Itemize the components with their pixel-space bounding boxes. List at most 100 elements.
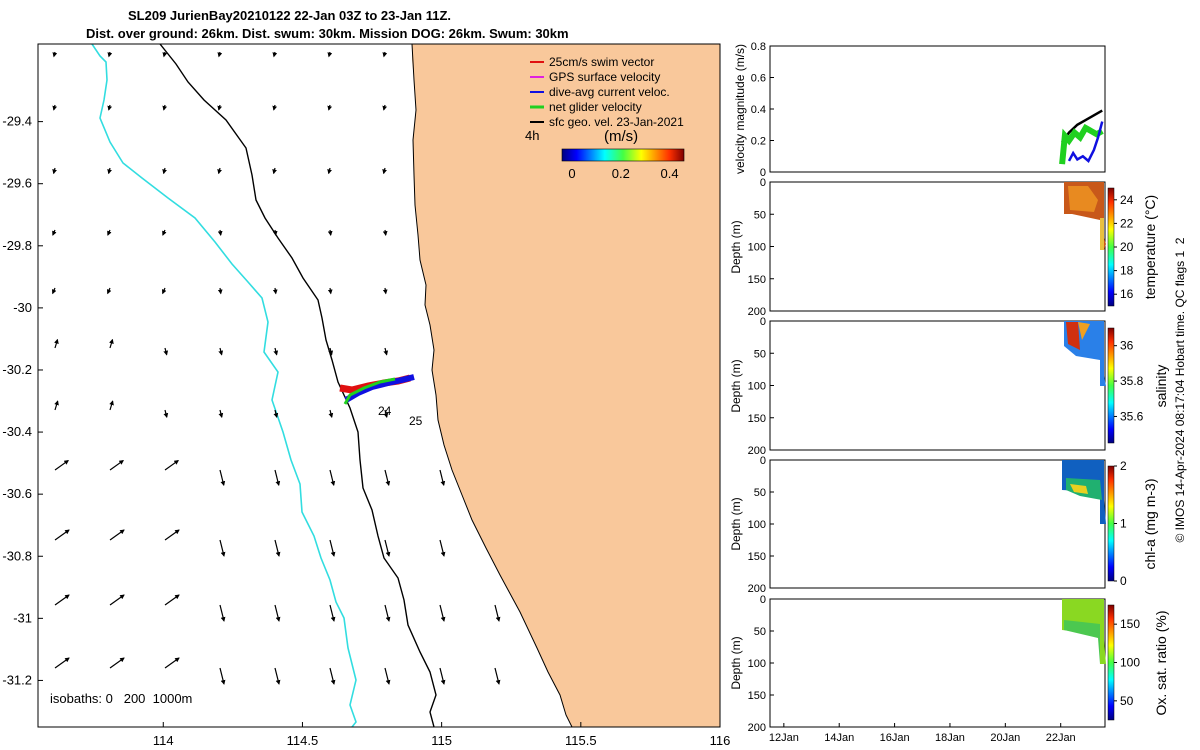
map-xtick-label: 116 [710, 733, 731, 748]
colorbar-side-tick-label: 22 [1120, 216, 1134, 230]
geostrophic-vector [162, 104, 168, 111]
chla-panel-frame [769, 459, 1106, 589]
geostrophic-vector [219, 604, 226, 622]
geostrophic-vector [217, 167, 222, 175]
depth-tick-label: 0 [760, 594, 766, 606]
legend-item-current: dive-avg current veloc. [530, 85, 670, 99]
geostrophic-vector [328, 347, 334, 356]
geostrophic-vector [439, 469, 446, 487]
chart-title-line-1: SL209 JurienBay20210122 22-Jan 03Z to 23… [128, 8, 452, 23]
depth-tick-label: 150 [748, 274, 766, 286]
svg-text:sfc geo. vel. 23-Jan-2021: sfc geo. vel. 23-Jan-2021 [549, 115, 684, 129]
geostrophic-vector [274, 539, 281, 557]
geostrophic-vector [273, 409, 279, 419]
map-frame [37, 43, 721, 728]
depth-tick-label: 150 [748, 690, 766, 702]
map-xtick-label: 114.5 [287, 733, 319, 748]
geostrophic-vector [109, 460, 124, 471]
geostrophic-vector [494, 604, 501, 622]
geostrophic-vector [52, 229, 57, 236]
map-xtick-label: 114 [153, 733, 174, 748]
temperature-panel-frame [769, 181, 1106, 312]
geostrophic-vector [54, 657, 70, 669]
geostrophic-vector [329, 469, 336, 487]
colorbar-side-tick-label: 2 [1120, 459, 1127, 473]
geostrophic-vector [109, 400, 114, 411]
map-ytick-label: -31.2 [2, 672, 32, 687]
isobath-200m-line [159, 44, 437, 727]
geostrophic-vector [54, 338, 59, 349]
colorbar-side-tick-label: 36 [1120, 339, 1134, 353]
depth-tick-label: 50 [754, 626, 766, 638]
chla-colorbar [1107, 465, 1115, 582]
salinity-panel: salinity Depth (m) [729, 320, 1169, 451]
time-tick-label: 14Jan [824, 732, 854, 744]
oxygen-profile-deep [1064, 620, 1100, 664]
colorbar-tick-label: 0.2 [612, 166, 630, 181]
geostrophic-vector [164, 594, 180, 606]
chart-title-line-2: Dist. over ground: 26km. Dist. swum: 30k… [86, 26, 569, 41]
oxygen-label: Ox. sat. ratio (%) [1153, 610, 1169, 715]
colorbar-side-tick-label: 35.8 [1120, 374, 1144, 388]
velocity-ylabel: velocity magnitude (m/s) [733, 44, 747, 174]
depth-tick-label: 50 [754, 209, 766, 221]
geostrophic-vector [109, 529, 125, 541]
velocity-ytick-label: 0 [760, 167, 766, 179]
geostrophic-vector [274, 469, 281, 487]
oxygen-colorbar [1107, 604, 1115, 721]
geostrophic-vector [382, 229, 388, 236]
temperature-profile-mid [1068, 186, 1098, 212]
map-panel: 114 114.5 115 115.5 116 -29.4 -29.6 -29.8 -30 -3… [2, 43, 731, 748]
geostrophic-vector [329, 667, 336, 685]
geostrophic-vector [272, 104, 278, 111]
depth-tick-label: 100 [748, 658, 766, 670]
geostrophic-vector [217, 51, 223, 58]
geostrophic-vector [54, 400, 59, 411]
geostrophic-vector [382, 51, 388, 58]
colorbar-side-tick-label: 50 [1120, 694, 1134, 708]
geostrophic-vector [219, 667, 226, 685]
svg-text:25cm/s swim vector: 25cm/s swim vector [549, 55, 654, 69]
colorbar-unit-label: (m/s) [604, 128, 638, 145]
geostrophic-vector [107, 167, 112, 175]
map-ytick-label: -29.6 [2, 176, 32, 191]
map-legend: 25cm/s swim vector GPS surface velocity … [530, 55, 684, 129]
velocity-ytick-label: 0.6 [751, 73, 766, 85]
geostrophic-vector [162, 229, 167, 236]
colorbar-side-tick-label: 1 [1120, 517, 1127, 531]
colorbar-side-tick-label: 0 [1120, 574, 1127, 588]
coastline-outline [411, 44, 573, 727]
geostrophic-vector [161, 287, 167, 295]
geostrophic-vector [54, 460, 69, 471]
geostrophic-vector [219, 539, 226, 557]
oxygen-panel: Ox. sat. ratio (%) Depth (m) [729, 598, 1169, 728]
geostrophic-vector [494, 667, 501, 685]
geostrophic-vector [274, 604, 281, 622]
day-label-25: 25 [409, 414, 423, 428]
geostrophic-vector [109, 594, 125, 606]
chla-panel: chl-a (mg m-3) Depth (m) [729, 459, 1158, 589]
temperature-label: temperature (°C) [1142, 195, 1158, 299]
geostrophic-vector [109, 657, 125, 669]
geostrophic-vector [163, 409, 169, 419]
salinity-ylabel: Depth (m) [729, 359, 743, 412]
salinity-label: salinity [1153, 365, 1169, 408]
colorbar-side-tick-label: 100 [1120, 656, 1140, 670]
time-tick-label: 18Jan [935, 732, 965, 744]
colorbar-side-tick-label: 150 [1120, 617, 1140, 631]
chla-ylabel: Depth (m) [729, 497, 743, 550]
depth-tick-label: 200 [748, 583, 766, 595]
depth-tick-label: 100 [748, 519, 766, 531]
velocity-panel: 0 0.2 0.4 0.6 0.8 velocity magnitude (m/s) [733, 41, 1106, 179]
isobaths-label: isobaths: 0 200 1000m [50, 691, 192, 706]
temperature-panel: temperature (°C) Depth (m) [729, 181, 1158, 312]
geostrophic-vector [164, 529, 180, 541]
legend-item-swim: 25cm/s swim vector [530, 55, 654, 69]
velocity-ytick-label: 0.8 [751, 41, 766, 53]
geostrophic-vector [162, 51, 168, 58]
geostrophic-vector [439, 539, 446, 557]
geostrophic-vector [384, 539, 391, 557]
geostrophic-vector [109, 338, 114, 349]
geostrophic-vector [107, 104, 113, 111]
